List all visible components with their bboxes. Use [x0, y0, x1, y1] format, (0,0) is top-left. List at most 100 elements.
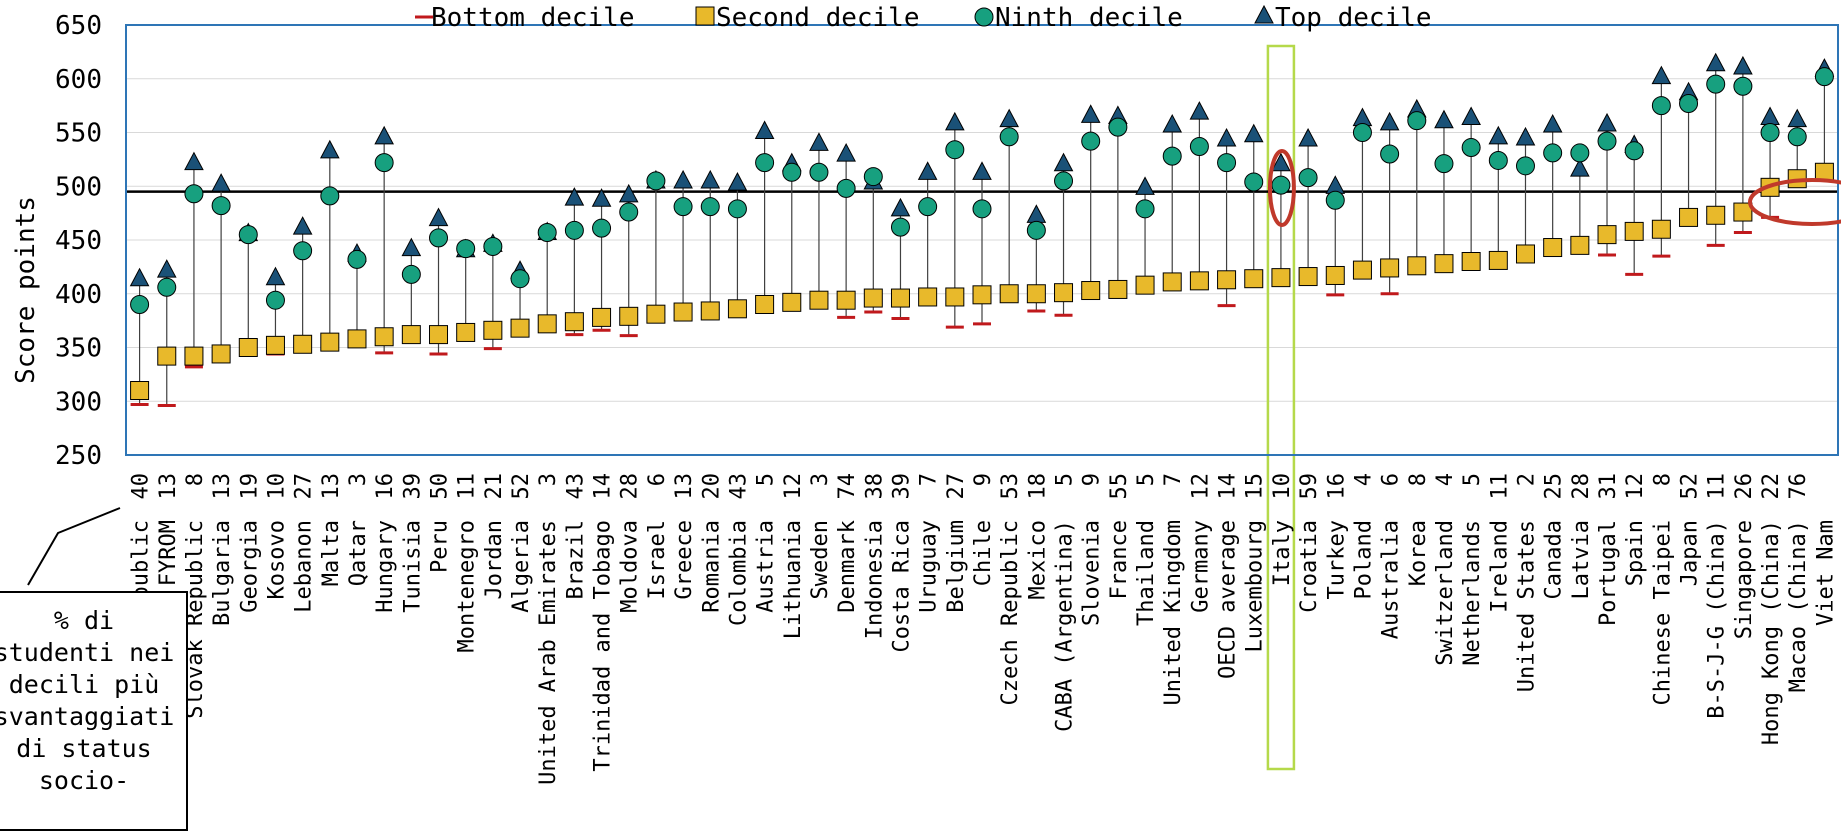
second-decile-marker	[1570, 235, 1590, 255]
ninth-decile-marker	[1515, 156, 1535, 176]
percent-label: 19	[237, 473, 262, 500]
top-decile-marker	[428, 207, 449, 227]
top-decile-marker	[972, 161, 992, 180]
ninth-decile-marker	[700, 197, 720, 217]
category-label: Georgia	[237, 520, 262, 613]
top-decile-marker	[265, 266, 286, 286]
percent-label: 52	[1678, 473, 1703, 500]
ninth-decile-marker	[1244, 172, 1264, 192]
category-label: Japan	[1678, 520, 1703, 586]
percent-label: 10	[1270, 473, 1295, 500]
y-axis-label: Score points	[11, 196, 41, 384]
ninth-decile-marker	[1135, 199, 1155, 219]
category-label: Montenegro	[455, 520, 480, 652]
percent-label: 11	[1705, 473, 1730, 500]
top-decile-marker	[1488, 125, 1509, 145]
second-decile-marker	[537, 314, 557, 334]
ninth-decile-marker	[1651, 96, 1671, 116]
second-decile-marker	[1434, 254, 1454, 274]
top-decile-marker	[1434, 109, 1454, 129]
top-decile-marker	[401, 237, 422, 257]
second-decile-marker	[836, 290, 856, 310]
category-label: Netherlands	[1460, 520, 1485, 666]
percent-label: 5	[1460, 473, 1485, 486]
ninth-decile-marker	[429, 228, 449, 248]
legend-label: Ninth decile	[995, 3, 1183, 33]
category-label: Sweden	[808, 520, 833, 599]
ninth-decile-marker	[863, 167, 883, 187]
category-label: Qatar	[346, 520, 371, 586]
ninth-decile-marker	[1298, 168, 1318, 188]
category-label: Moldova	[618, 520, 643, 613]
second-decile-marker	[456, 322, 476, 342]
top-decile-marker	[700, 169, 721, 189]
second-decile-marker	[211, 344, 231, 364]
percent-label: 22	[1759, 473, 1784, 500]
second-decile-marker	[1298, 267, 1318, 287]
top-decile-marker	[156, 259, 177, 278]
ninth-decile-marker	[1380, 144, 1400, 164]
second-decile-marker	[483, 320, 503, 340]
percent-label: 27	[944, 473, 969, 500]
percent-label: 2	[1514, 473, 1539, 486]
ninth-decile-marker	[157, 277, 177, 297]
category-label: Hungary	[373, 520, 398, 613]
second-decile-marker	[1217, 270, 1237, 290]
second-decile-marker	[700, 301, 720, 321]
ninth-decile-marker	[1706, 74, 1726, 94]
percent-label: 4	[1351, 473, 1376, 486]
top-decile-marker	[999, 108, 1020, 128]
second-decile-marker	[619, 306, 639, 326]
second-decile-marker	[1325, 265, 1345, 285]
category-label: CABA (Argentina)	[1053, 520, 1078, 732]
percent-label: 39	[889, 473, 914, 500]
y-tick-label: 600	[55, 65, 102, 95]
ninth-decile-marker	[1162, 146, 1182, 166]
category-label: Latvia	[1569, 520, 1594, 599]
top-decile-marker	[1597, 112, 1617, 132]
category-label: Australia	[1379, 520, 1404, 639]
category-label: Hong Kong (China)	[1759, 520, 1784, 745]
top-decile-marker	[1705, 52, 1726, 72]
ninth-decile-marker	[1814, 67, 1834, 87]
top-decile-marker	[1760, 106, 1780, 126]
percent-label: 3	[536, 473, 561, 486]
top-decile-marker	[1651, 65, 1672, 85]
legend-label: Bottom decile	[431, 3, 635, 33]
ninth-decile-marker	[1189, 136, 1209, 156]
top-decile-marker	[591, 188, 612, 207]
second-decile-marker	[374, 327, 394, 347]
percent-label: 43	[563, 473, 588, 500]
top-decile-marker	[129, 267, 150, 287]
percent-label: 3	[808, 473, 833, 486]
category-label: Lithuania	[781, 520, 806, 639]
top-decile-marker	[754, 120, 775, 139]
category-label: Brazil	[563, 520, 588, 599]
second-decile-marker	[429, 325, 449, 345]
percent-label: 6	[1379, 473, 1404, 486]
percent-label: 26	[1732, 473, 1757, 500]
category-label: Colombia	[726, 520, 751, 626]
second-decile-marker	[890, 288, 910, 308]
category-label: Algeria	[509, 520, 534, 613]
ninth-decile-marker	[1488, 150, 1508, 170]
ninth-decile-marker	[1054, 171, 1074, 191]
ninth-decile-marker	[1570, 143, 1590, 163]
ninth-decile-marker	[537, 222, 557, 242]
second-decile-marker	[1733, 202, 1753, 222]
second-decile-marker	[564, 312, 584, 332]
percent-label: 18	[1025, 473, 1050, 500]
percent-label: 11	[1487, 473, 1512, 500]
top-decile-marker	[1162, 113, 1183, 133]
percent-label: 28	[1569, 473, 1594, 500]
ninth-decile-marker	[347, 249, 367, 269]
category-label: Portugal	[1596, 520, 1621, 626]
second-decile-marker	[1488, 250, 1508, 270]
top-decile-marker	[564, 187, 585, 206]
percent-label: 14	[1216, 473, 1241, 500]
second-decile-marker	[1461, 252, 1481, 271]
category-label: Viet Nam	[1813, 520, 1838, 626]
ninth-decile-marker	[238, 225, 258, 245]
percent-label: 9	[971, 473, 996, 486]
percent-label: 7	[1161, 473, 1186, 486]
